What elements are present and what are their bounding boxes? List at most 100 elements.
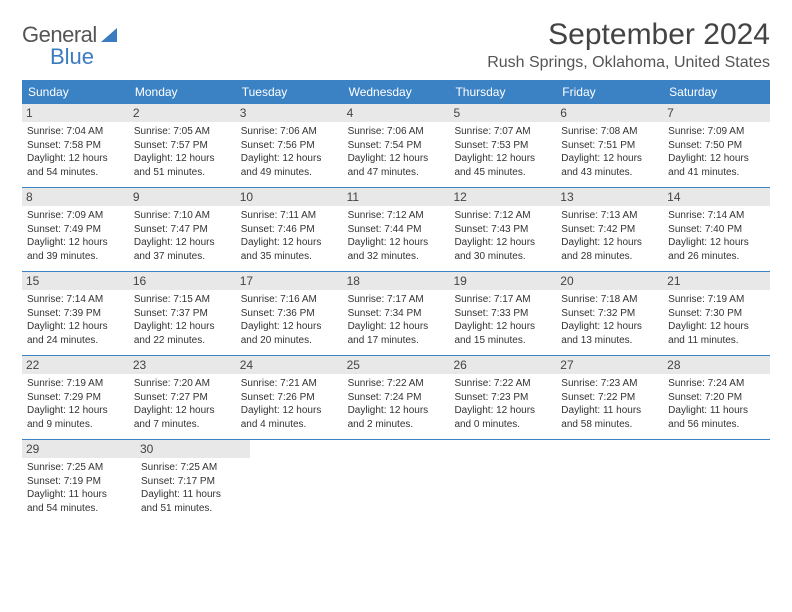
day-cell: 23 Sunrise: 7:20 AMSunset: 7:27 PMDayligh… — [129, 356, 236, 439]
day-number: 23 — [129, 356, 236, 374]
day-cell: 8 Sunrise: 7:09 AMSunset: 7:49 PMDaylight… — [22, 188, 129, 271]
day-header: Sunday — [22, 80, 129, 104]
day-number: 17 — [236, 272, 343, 290]
day-info: Sunrise: 7:15 AMSunset: 7:37 PMDaylight:… — [134, 293, 231, 347]
day-number: 25 — [343, 356, 450, 374]
day-cell: 17 Sunrise: 7:16 AMSunset: 7:36 PMDayligh… — [236, 272, 343, 355]
empty-cell — [666, 440, 770, 523]
day-info: Sunrise: 7:24 AMSunset: 7:20 PMDaylight:… — [668, 377, 765, 431]
day-info: Sunrise: 7:12 AMSunset: 7:44 PMDaylight:… — [348, 209, 445, 263]
day-cell: 6 Sunrise: 7:08 AMSunset: 7:51 PMDaylight… — [556, 104, 663, 187]
empty-cell — [354, 440, 458, 523]
day-number: 9 — [129, 188, 236, 206]
week-row: 8 Sunrise: 7:09 AMSunset: 7:49 PMDaylight… — [22, 188, 770, 272]
day-info: Sunrise: 7:14 AMSunset: 7:40 PMDaylight:… — [668, 209, 765, 263]
day-cell: 25 Sunrise: 7:22 AMSunset: 7:24 PMDayligh… — [343, 356, 450, 439]
day-number: 10 — [236, 188, 343, 206]
day-number: 19 — [449, 272, 556, 290]
day-cell: 7Sunrise: 7:09 AMSunset: 7:50 PMDaylight… — [663, 104, 770, 187]
day-info: Sunrise: 7:22 AMSunset: 7:24 PMDaylight:… — [348, 377, 445, 431]
day-cell: 22 Sunrise: 7:19 AMSunset: 7:29 PMDayligh… — [22, 356, 129, 439]
day-cell: 27Sunrise: 7:23 AMSunset: 7:22 PMDayligh… — [556, 356, 663, 439]
day-cell: 24 Sunrise: 7:21 AMSunset: 7:26 PMDayligh… — [236, 356, 343, 439]
day-info: Sunrise: 7:23 AMSunset: 7:22 PMDaylight:… — [561, 377, 658, 431]
day-info: Sunrise: 7:18 AMSunset: 7:32 PMDaylight:… — [561, 293, 658, 347]
day-info: Sunrise: 7:09 AMSunset: 7:49 PMDaylight:… — [27, 209, 124, 263]
day-number: 11 — [343, 188, 450, 206]
calendar: SundayMondayTuesdayWednesdayThursdayFrid… — [22, 80, 770, 523]
week-row: 15Sunrise: 7:14 AMSunset: 7:39 PMDayligh… — [22, 272, 770, 356]
location-text: Rush Springs, Oklahoma, United States — [487, 54, 770, 72]
day-cell: 9 Sunrise: 7:10 AMSunset: 7:47 PMDaylight… — [129, 188, 236, 271]
day-cell: 2 Sunrise: 7:05 AMSunset: 7:57 PMDaylight… — [129, 104, 236, 187]
day-info: Sunrise: 7:25 AMSunset: 7:17 PMDaylight:… — [141, 461, 245, 515]
day-info: Sunrise: 7:22 AMSunset: 7:23 PMDaylight:… — [454, 377, 551, 431]
day-info: Sunrise: 7:10 AMSunset: 7:47 PMDaylight:… — [134, 209, 231, 263]
day-cell: 20 Sunrise: 7:18 AMSunset: 7:32 PMDayligh… — [556, 272, 663, 355]
day-number: 8 — [22, 188, 129, 206]
day-cell: 26 Sunrise: 7:22 AMSunset: 7:23 PMDayligh… — [449, 356, 556, 439]
empty-cell — [250, 440, 354, 523]
day-cell: 21Sunrise: 7:19 AMSunset: 7:30 PMDayligh… — [663, 272, 770, 355]
day-header: Saturday — [663, 80, 770, 104]
logo-text-blue: Blue — [50, 44, 94, 70]
day-number: 18 — [343, 272, 450, 290]
day-cell: 30 Sunrise: 7:25 AMSunset: 7:17 PMDayligh… — [136, 440, 250, 523]
day-header: Tuesday — [236, 80, 343, 104]
day-cell: 12Sunrise: 7:12 AMSunset: 7:43 PMDayligh… — [449, 188, 556, 271]
day-number: 22 — [22, 356, 129, 374]
day-info: Sunrise: 7:04 AMSunset: 7:58 PMDaylight:… — [27, 125, 124, 179]
day-cell: 5 Sunrise: 7:07 AMSunset: 7:53 PMDaylight… — [449, 104, 556, 187]
day-number: 12 — [449, 188, 556, 206]
day-number: 30 — [136, 440, 250, 458]
day-number: 28 — [663, 356, 770, 374]
day-number: 16 — [129, 272, 236, 290]
day-cell: 15Sunrise: 7:14 AMSunset: 7:39 PMDayligh… — [22, 272, 129, 355]
day-cell: 3 Sunrise: 7:06 AMSunset: 7:56 PMDaylight… — [236, 104, 343, 187]
day-info: Sunrise: 7:07 AMSunset: 7:53 PMDaylight:… — [454, 125, 551, 179]
day-info: Sunrise: 7:08 AMSunset: 7:51 PMDaylight:… — [561, 125, 658, 179]
week-row: 22 Sunrise: 7:19 AMSunset: 7:29 PMDayligh… — [22, 356, 770, 440]
day-info: Sunrise: 7:25 AMSunset: 7:19 PMDaylight:… — [27, 461, 131, 515]
day-cell: 29Sunrise: 7:25 AMSunset: 7:19 PMDayligh… — [22, 440, 136, 523]
day-info: Sunrise: 7:06 AMSunset: 7:56 PMDaylight:… — [241, 125, 338, 179]
day-cell: 16 Sunrise: 7:15 AMSunset: 7:37 PMDayligh… — [129, 272, 236, 355]
day-cell: 18 Sunrise: 7:17 AMSunset: 7:34 PMDayligh… — [343, 272, 450, 355]
day-number: 6 — [556, 104, 663, 122]
day-header-row: SundayMondayTuesdayWednesdayThursdayFrid… — [22, 80, 770, 104]
logo-sail-icon — [101, 28, 117, 42]
day-number: 3 — [236, 104, 343, 122]
day-info: Sunrise: 7:21 AMSunset: 7:26 PMDaylight:… — [241, 377, 338, 431]
day-info: Sunrise: 7:17 AMSunset: 7:34 PMDaylight:… — [348, 293, 445, 347]
day-number: 24 — [236, 356, 343, 374]
day-info: Sunrise: 7:17 AMSunset: 7:33 PMDaylight:… — [454, 293, 551, 347]
day-number: 5 — [449, 104, 556, 122]
day-cell: 1Sunrise: 7:04 AMSunset: 7:58 PMDaylight… — [22, 104, 129, 187]
day-header: Thursday — [449, 80, 556, 104]
day-cell: 11 Sunrise: 7:12 AMSunset: 7:44 PMDayligh… — [343, 188, 450, 271]
day-number: 20 — [556, 272, 663, 290]
title-block: September 2024 Rush Springs, Oklahoma, U… — [487, 18, 770, 72]
day-info: Sunrise: 7:20 AMSunset: 7:27 PMDaylight:… — [134, 377, 231, 431]
page-title: September 2024 — [487, 18, 770, 52]
day-number: 26 — [449, 356, 556, 374]
day-info: Sunrise: 7:19 AMSunset: 7:29 PMDaylight:… — [27, 377, 124, 431]
day-cell: 19 Sunrise: 7:17 AMSunset: 7:33 PMDayligh… — [449, 272, 556, 355]
empty-cell — [458, 440, 562, 523]
week-row: 29Sunrise: 7:25 AMSunset: 7:19 PMDayligh… — [22, 440, 770, 523]
header: General Blue September 2024 Rush Springs… — [22, 18, 770, 72]
day-number: 15 — [22, 272, 129, 290]
day-info: Sunrise: 7:16 AMSunset: 7:36 PMDaylight:… — [241, 293, 338, 347]
empty-cell — [562, 440, 666, 523]
day-info: Sunrise: 7:06 AMSunset: 7:54 PMDaylight:… — [348, 125, 445, 179]
day-number: 7 — [663, 104, 770, 122]
day-info: Sunrise: 7:11 AMSunset: 7:46 PMDaylight:… — [241, 209, 338, 263]
day-info: Sunrise: 7:05 AMSunset: 7:57 PMDaylight:… — [134, 125, 231, 179]
logo: General Blue — [22, 18, 117, 70]
day-number: 21 — [663, 272, 770, 290]
day-info: Sunrise: 7:13 AMSunset: 7:42 PMDaylight:… — [561, 209, 658, 263]
day-number: 2 — [129, 104, 236, 122]
day-header: Monday — [129, 80, 236, 104]
day-number: 4 — [343, 104, 450, 122]
day-number: 14 — [663, 188, 770, 206]
